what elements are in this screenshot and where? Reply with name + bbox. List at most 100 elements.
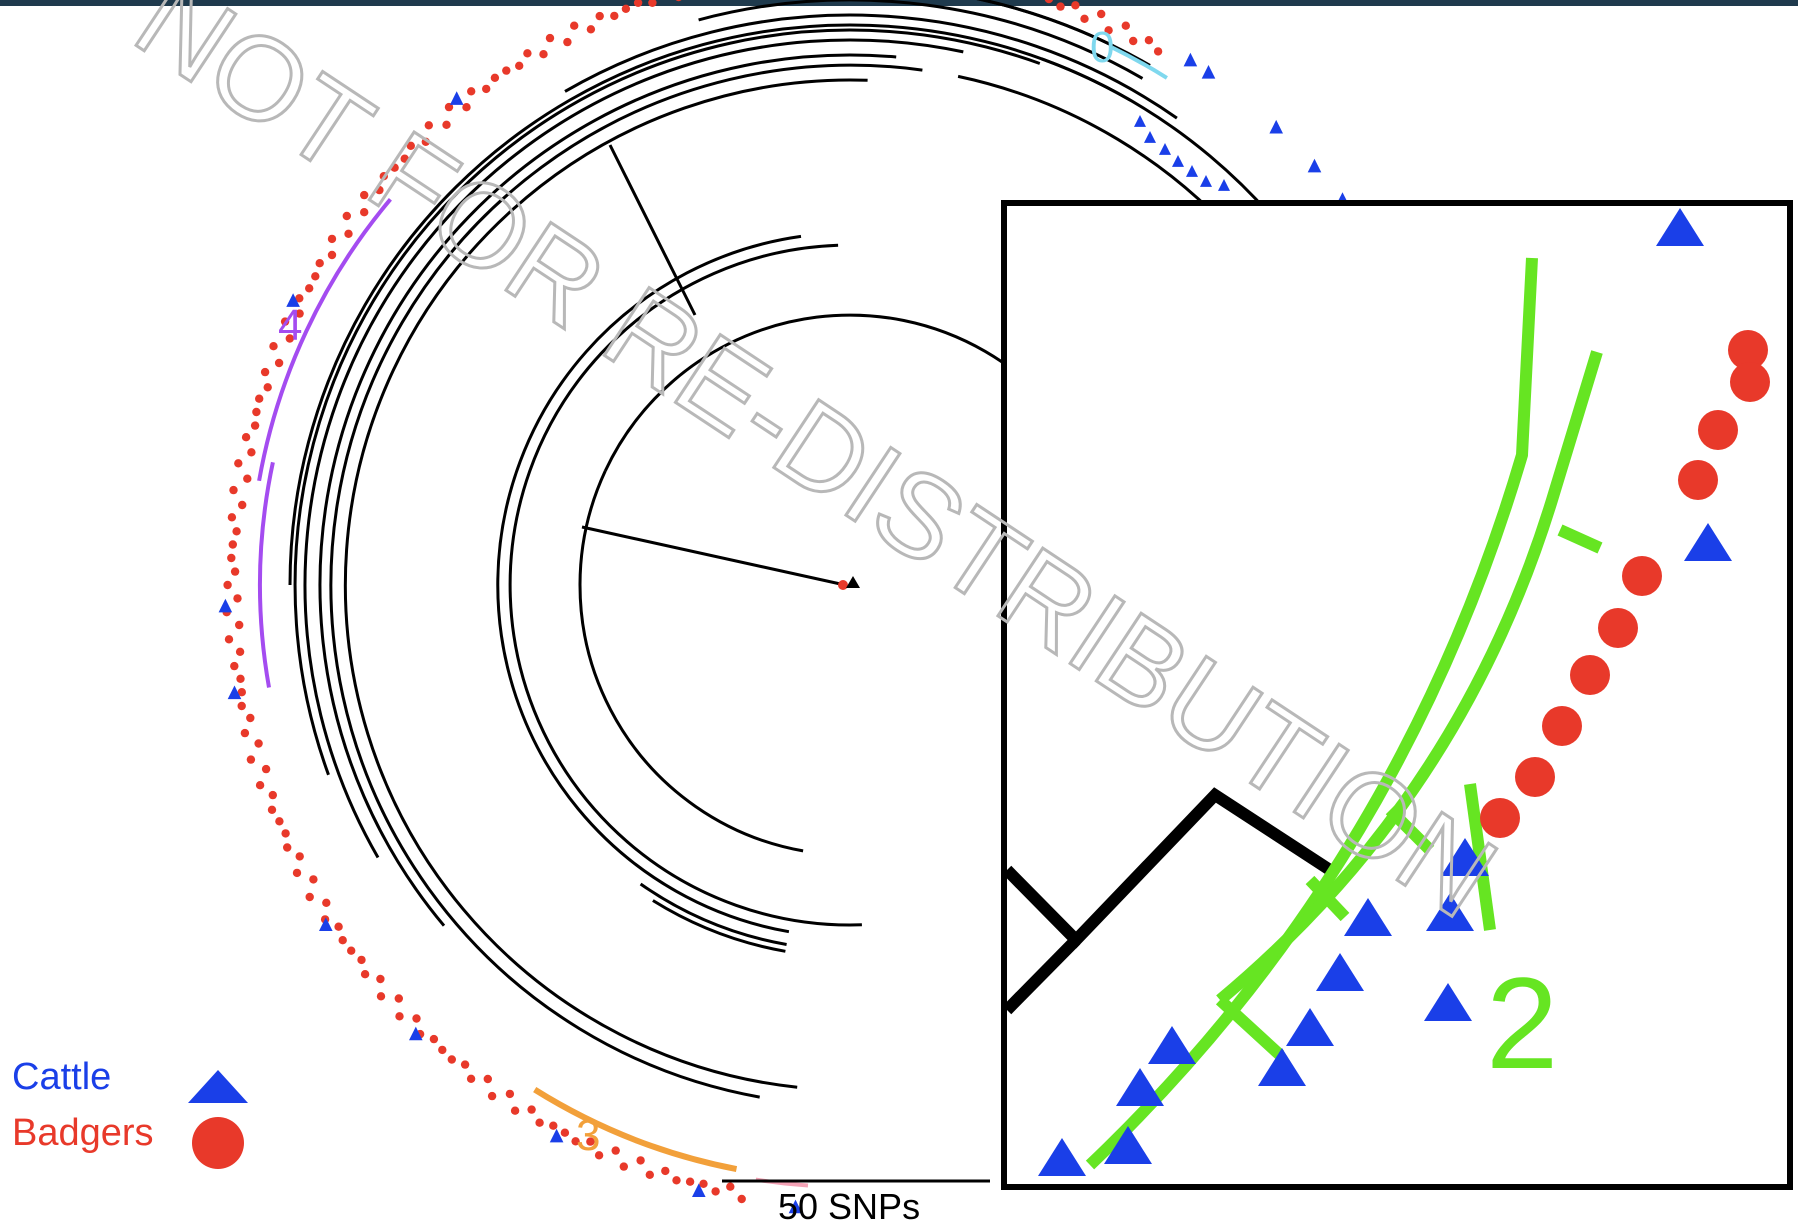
cattle-tip-3 [319, 917, 333, 931]
badger-tip-96 [375, 185, 384, 195]
badger-tip-47 [267, 805, 277, 814]
badger-tip-22 [466, 1074, 476, 1084]
badger-tip-0 [737, 1194, 746, 1204]
badger-tip-95 [360, 190, 369, 200]
badger-tip-159 [1144, 36, 1154, 45]
badger-tip-29 [395, 1012, 404, 1021]
badger-tip-19 [505, 1089, 515, 1099]
badger-tip-48 [268, 790, 277, 800]
legend: Cattle Badgers [12, 1052, 252, 1162]
badger-tip-23 [460, 1060, 470, 1069]
inset-badger-tip-5 [1598, 608, 1638, 648]
badger-tip-120 [633, 0, 643, 7]
root-badger-tip [838, 580, 848, 590]
badger-tip-123 [675, 0, 682, 2]
cattle-tip-4 [227, 685, 242, 700]
badger-tip-60 [224, 635, 234, 644]
inset-cluster-2-branches [1085, 257, 1603, 1170]
cattle-tip-9 [1201, 65, 1216, 79]
inset-cattle-tip-1 [1684, 523, 1732, 561]
badger-tip-87 [305, 284, 314, 293]
badger-tip-13 [571, 1137, 580, 1146]
cattle-legend-label: Cattle [12, 1056, 112, 1098]
badger-tip-58 [230, 661, 239, 671]
tree-arc-3 [329, 63, 923, 1099]
inset-badger-tip-8 [1515, 757, 1555, 797]
badger-tip-20 [487, 1091, 497, 1101]
cluster-arcs [257, 45, 1168, 1188]
cluster-3-arc [533, 1087, 738, 1173]
inset-cluster-2-label: 2 [1486, 950, 1558, 1096]
badger-tip-97 [379, 172, 388, 181]
inset-green-stub-5 [1464, 783, 1496, 931]
tree-arc-2 [343, 78, 868, 1089]
badger-tip-121 [648, 0, 657, 7]
badger-tip-104 [444, 102, 454, 112]
badger-tip-151 [1044, 0, 1053, 4]
badger-tip-113 [545, 33, 555, 43]
badger-tip-89 [315, 259, 324, 268]
tree-bracket-lower [639, 882, 787, 946]
badger-tip-25 [438, 1045, 447, 1055]
badger-tip-40 [305, 892, 314, 902]
badger-tip-33 [360, 970, 370, 979]
badger-tip-115 [570, 21, 579, 30]
tree-tips [218, 0, 1399, 1214]
badger-tip-100 [406, 141, 415, 150]
inset-frame [1001, 200, 1793, 1190]
badger-tip-94 [360, 208, 369, 217]
badger-tip-102 [424, 121, 433, 130]
legend-item-cattle: Cattle [12, 1052, 252, 1104]
cattle-tip-5 [218, 598, 233, 613]
scale-bar-label: 50 SNPs [778, 1186, 921, 1227]
inset-cattle-tip-9 [1116, 1068, 1164, 1106]
tree-arc-7 [288, 23, 1131, 586]
inset-cattle-tip-6 [1286, 1008, 1334, 1046]
badger-tip-112 [539, 50, 548, 59]
badger-tip-72 [243, 474, 252, 483]
badger-tip-73 [234, 459, 243, 468]
badger-tip-65 [230, 567, 240, 576]
badger-tip-69 [227, 513, 237, 522]
inset-cattle-tip-12 [1424, 983, 1472, 1021]
badger-tip-101 [421, 137, 430, 146]
badger-tip-90 [327, 250, 337, 260]
badger-tip-10 [611, 1146, 620, 1155]
inset-tips [1038, 208, 1770, 1176]
badger-tip-44 [283, 843, 292, 852]
badger-tip-68 [232, 527, 241, 536]
badger-tip-14 [560, 1128, 570, 1137]
badger-tip-79 [263, 383, 272, 392]
badger-tip-93 [342, 211, 351, 221]
cluster-4-label: 4 [278, 301, 302, 350]
badger-tip-111 [523, 49, 532, 58]
badger-legend-label: Badgers [12, 1112, 154, 1154]
badger-tip-99 [400, 154, 409, 163]
inset-cattle-tip-5 [1316, 953, 1364, 991]
root-black-tip [846, 576, 860, 588]
badger-tip-71 [229, 485, 238, 495]
badger-legend-icon [192, 1117, 244, 1169]
badger-tip-37 [334, 922, 343, 931]
badger-tip-26 [429, 1034, 439, 1044]
badger-tip-107 [482, 84, 491, 94]
cattle-tip-10 [1269, 119, 1283, 134]
badger-tip-1 [726, 1182, 735, 1191]
cattle-tip-1 [549, 1128, 564, 1143]
inset-cattle-tip-11 [1038, 1138, 1086, 1176]
badger-tip-55 [237, 701, 246, 711]
badger-tip-28 [412, 1014, 421, 1023]
badger-tip-82 [269, 342, 278, 351]
badger-tip-21 [483, 1074, 492, 1084]
badger-tip-98 [390, 163, 399, 172]
cluster-3-label: 3 [576, 1111, 600, 1160]
badger-tip-52 [254, 739, 263, 748]
badger-tip-56 [237, 688, 246, 697]
badger-tip-39 [322, 898, 331, 907]
badger-tip-92 [344, 229, 353, 238]
badger-tip-49 [255, 781, 265, 790]
cattle-tip-right-6 [1218, 179, 1230, 191]
cattle-tip-0 [692, 1183, 706, 1197]
tree-arc-0 [508, 243, 862, 927]
badger-tip-76 [250, 421, 260, 430]
